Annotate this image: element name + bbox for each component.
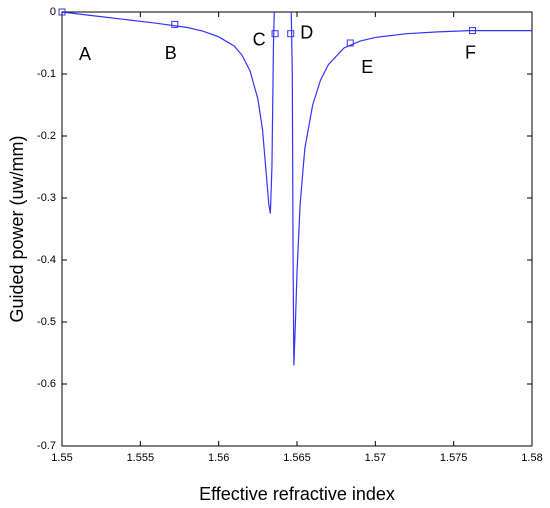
- y-tick-label: -0.2: [37, 130, 56, 142]
- plot-area: [62, 12, 532, 366]
- point-label: F: [465, 42, 476, 62]
- point-label: B: [165, 43, 177, 63]
- x-tick-label: 1.565: [283, 452, 311, 464]
- y-tick-label: -0.7: [37, 440, 56, 452]
- x-tick-label: 1.555: [127, 452, 155, 464]
- y-tick-label: 0: [50, 6, 56, 18]
- marker: [271, 30, 279, 38]
- marker: [171, 20, 179, 28]
- y-tick-label: -0.6: [37, 378, 56, 390]
- y-tick-label: -0.3: [37, 192, 56, 204]
- plot-frame: [61, 11, 533, 447]
- y-tick-label: -0.5: [37, 316, 56, 328]
- y-tick-label: -0.1: [37, 68, 56, 80]
- x-tick-label: 1.58: [521, 452, 542, 464]
- marker: [346, 39, 354, 47]
- y-tick-label: -0.4: [37, 254, 56, 266]
- point-label: A: [79, 44, 91, 64]
- x-tick-label: 1.56: [208, 452, 229, 464]
- x-tick-label: 1.57: [365, 452, 386, 464]
- x-axis-label: Effective refractive index: [199, 484, 395, 504]
- marker: [287, 30, 295, 38]
- point-label: C: [253, 29, 266, 49]
- x-tick-label: 1.575: [440, 452, 468, 464]
- y-axis-label: Guided power (uw/mm): [7, 135, 27, 322]
- point-label: D: [300, 22, 313, 42]
- marker: [468, 27, 476, 35]
- x-tick-label: 1.55: [51, 452, 72, 464]
- line: [62, 12, 532, 366]
- marker: [58, 8, 66, 16]
- point-label: E: [361, 57, 373, 77]
